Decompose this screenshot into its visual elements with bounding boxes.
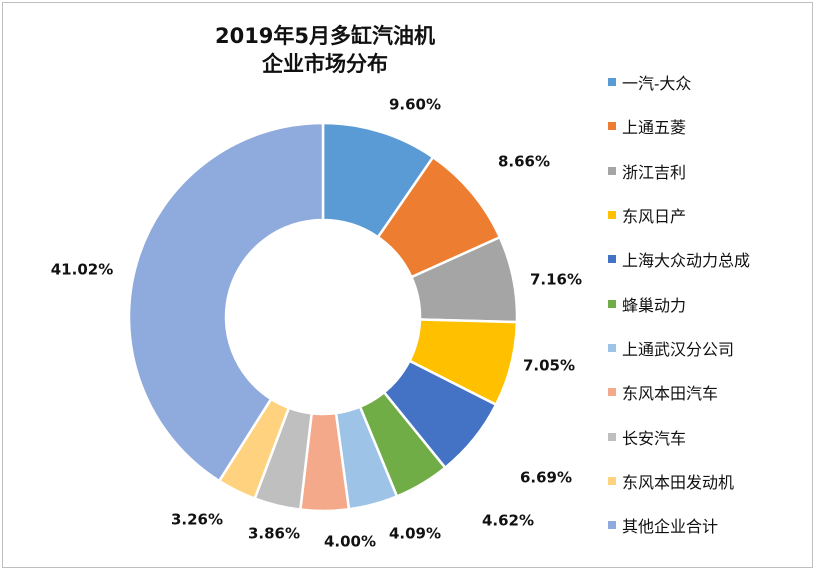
legend-label: 上海大众动力总成: [622, 251, 751, 271]
chart-title: 2019年5月多缸汽油机 企业市场分布: [160, 22, 490, 78]
legend-label: 东风本田发动机: [622, 472, 735, 492]
slice-10: [127, 121, 325, 483]
legend-swatch: [608, 122, 616, 131]
chart-title-line-1: 2019年5月多缸汽油机: [214, 24, 436, 48]
legend-label: 蜂巢动力: [622, 295, 687, 315]
legend-label: 其他企业合计: [622, 517, 719, 537]
data-label-0: 9.60%: [389, 96, 441, 114]
legend-label: 长安汽车: [622, 428, 687, 448]
data-label-9: 3.26%: [171, 511, 223, 529]
legend-item-2: 浙江吉利: [608, 149, 808, 193]
data-label-6: 4.09%: [389, 525, 441, 543]
legend-swatch: [608, 476, 616, 485]
legend-item-4: 上海大众动力总成: [608, 237, 808, 281]
data-label-5: 4.62%: [482, 512, 534, 530]
data-label-8: 3.86%: [248, 525, 300, 543]
data-label-2: 7.16%: [530, 271, 582, 289]
legend-swatch: [608, 255, 616, 264]
legend-label: 东风日产: [622, 207, 687, 227]
legend-item-5: 蜂巢动力: [608, 281, 808, 325]
legend-swatch: [608, 211, 616, 220]
legend-item-0: 一汽-大众: [608, 60, 808, 104]
legend-swatch: [608, 343, 616, 352]
legend-swatch: [608, 432, 616, 441]
legend-swatch: [608, 388, 616, 397]
legend-item-9: 东风本田发动机: [608, 459, 808, 503]
data-label-3: 7.05%: [523, 357, 575, 375]
legend-item-1: 上通五菱: [608, 104, 808, 148]
data-label-10: 41.02%: [51, 261, 113, 279]
legend-swatch: [608, 78, 616, 87]
legend-item-10: 其他企业合计: [608, 503, 808, 547]
data-label-7: 4.00%: [324, 533, 376, 551]
data-label-1: 8.66%: [498, 153, 550, 171]
legend-item-7: 东风本田汽车: [608, 370, 808, 414]
data-label-4: 6.69%: [520, 469, 572, 487]
legend-label: 浙江吉利: [622, 162, 687, 182]
legend-label: 东风本田汽车: [622, 384, 719, 404]
legend-label: 上通五菱: [622, 118, 687, 138]
legend-item-6: 上通武汉分公司: [608, 326, 808, 370]
legend-label: 一汽-大众: [622, 74, 692, 94]
legend-swatch: [608, 166, 616, 175]
legend: 一汽-大众上通五菱浙江吉利东风日产上海大众动力总成 蜂巢动力上通武汉分公司 东风本田…: [608, 60, 808, 547]
chart-title-line-2: 企业市场分布: [262, 52, 388, 76]
legend-swatch: [608, 521, 616, 530]
legend-item-3: 东风日产: [608, 193, 808, 237]
legend-label: 上通武汉分公司: [622, 339, 735, 359]
legend-swatch: [608, 299, 616, 308]
legend-item-8: 长安汽车: [608, 414, 808, 458]
